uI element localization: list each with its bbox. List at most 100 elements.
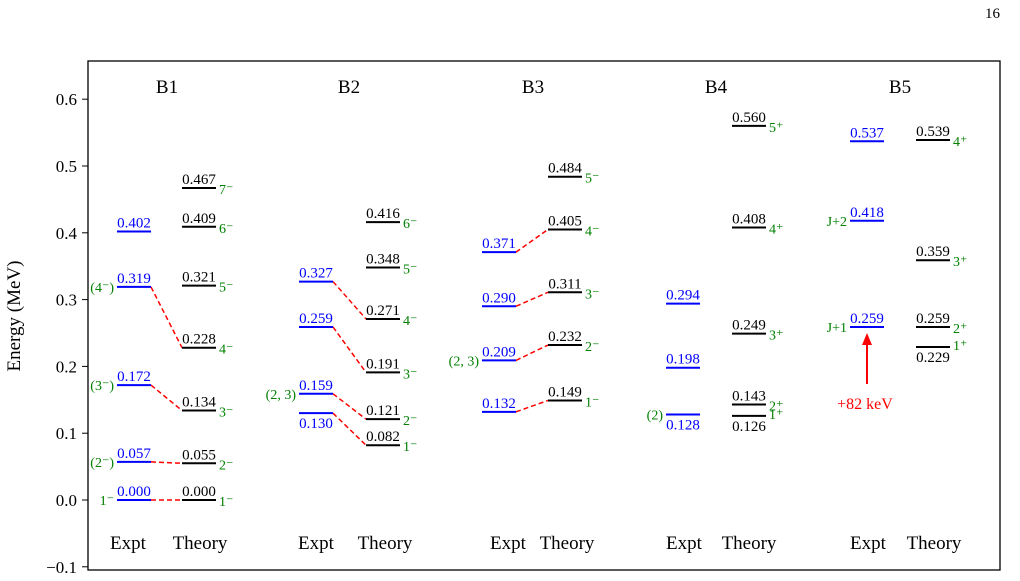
expt-spin-label: (2, 3): [449, 354, 480, 369]
expt-spin-label: J+1: [827, 321, 847, 336]
band-title: B2: [338, 77, 360, 98]
y-tick-label: 0.6: [56, 90, 77, 109]
theory-energy-label: 0.229: [916, 350, 950, 366]
theory-energy-label: 0.228: [182, 332, 216, 348]
theory-energy-label: 0.000: [182, 484, 216, 500]
level-link: [150, 286, 183, 349]
expt-energy-label: 0.000: [117, 484, 151, 500]
expt-energy-label: 0.290: [482, 290, 516, 306]
theory-spin-label: 5⁻: [585, 172, 599, 187]
theory-spin-label: 4⁺: [953, 135, 967, 150]
theory-energy-label: 0.191: [366, 356, 400, 372]
expt-energy-label: 0.130: [299, 416, 333, 432]
band-title: B4: [705, 77, 728, 98]
expt-spin-label: (4⁻): [90, 281, 114, 296]
theory-spin-label: 4⁻: [219, 343, 233, 358]
expt-energy-label: 0.057: [117, 446, 151, 462]
theory-spin-label: 1⁻: [585, 395, 599, 410]
theory-column-label: Theory: [907, 533, 962, 554]
theory-spin-label: 2⁻: [585, 340, 599, 355]
expt-energy-label: 0.259: [299, 311, 333, 327]
theory-spin-label: 1⁻: [219, 495, 233, 510]
level-link: [515, 344, 549, 362]
level-link: [515, 228, 549, 253]
expt-energy-label: 0.159: [299, 378, 333, 394]
theory-energy-label: 0.143: [732, 388, 766, 404]
theory-column-label: Theory: [358, 533, 413, 554]
theory-spin-label: 7⁻: [219, 183, 233, 198]
theory-spin-label: 2⁻: [219, 458, 233, 473]
theory-spin-label: 1⁺: [953, 339, 967, 354]
theory-energy-label: 0.416: [366, 206, 400, 222]
theory-spin-label: 3⁺: [769, 329, 783, 344]
theory-spin-label: 5⁻: [403, 263, 417, 278]
theory-spin-label: 3⁻: [219, 405, 233, 420]
theory-spin-label: 3⁺: [953, 255, 967, 270]
y-tick-label: 0.4: [56, 224, 78, 243]
theory-energy-label: 0.126: [732, 419, 766, 435]
expt-energy-label: 0.259: [850, 311, 884, 327]
theory-column-label: Theory: [540, 533, 595, 554]
theory-column-label: Theory: [722, 533, 777, 554]
y-tick-label: 0.3: [56, 291, 77, 310]
y-tick-label: 0.2: [56, 357, 77, 376]
theory-spin-label: 1⁻: [403, 440, 417, 455]
theory-energy-label: 0.321: [182, 270, 216, 286]
theory-spin-label: 5⁺: [769, 121, 783, 136]
y-tick-label: 0.5: [56, 157, 77, 176]
expt-column-label: Expt: [666, 533, 703, 554]
page-number: 16: [985, 6, 1000, 22]
y-tick-label: −0.1: [46, 558, 77, 577]
y-tick-label: 0.0: [56, 491, 77, 510]
theory-energy-label: 0.259: [916, 311, 950, 327]
theory-spin-label: 3⁻: [403, 367, 417, 382]
band-b2: B2 Expt Theory 0.130 0.159(2, 3) 0.259 0.327 0.…: [266, 77, 418, 554]
theory-spin-label: 6⁻: [219, 222, 233, 237]
level-link: [332, 281, 367, 320]
level-link: [150, 461, 183, 465]
theory-energy-label: 0.408: [732, 211, 766, 227]
theory-column-label: Theory: [173, 533, 228, 554]
expt-spin-label: (2): [647, 408, 664, 423]
expt-spin-label: (2, 3): [266, 388, 297, 403]
expt-spin-label: J+2: [827, 215, 847, 230]
theory-energy-label: 0.121: [366, 403, 400, 419]
theory-spin-label: 5⁻: [219, 281, 233, 296]
band-title: B5: [889, 77, 911, 98]
theory-spin-label: 2⁺: [953, 322, 967, 337]
theory-energy-label: 0.271: [366, 303, 400, 319]
theory-energy-label: 0.409: [182, 211, 216, 227]
level-link: [515, 291, 549, 307]
level-link: [332, 326, 367, 373]
expt-spin-label: (2⁻): [90, 456, 114, 471]
theory-spin-label: 3⁻: [585, 287, 599, 302]
theory-energy-label: 0.149: [548, 384, 582, 400]
expt-energy-label: 0.537: [850, 125, 884, 141]
expt-spin-label: 1⁻: [100, 494, 114, 509]
expt-energy-label: 0.418: [850, 205, 884, 221]
theory-spin-label: 2⁺: [769, 399, 783, 414]
theory-energy-label: 0.232: [548, 329, 582, 345]
level-link: [515, 399, 549, 413]
expt-energy-label: 0.172: [117, 369, 151, 385]
theory-energy-label: 0.539: [916, 124, 950, 140]
band-title: B3: [522, 77, 544, 98]
y-tick-label: 0.1: [56, 424, 77, 443]
theory-energy-label: 0.134: [182, 394, 216, 410]
expt-energy-label: 0.371: [482, 236, 516, 252]
expt-energy-label: 0.402: [117, 215, 151, 231]
band-title: B1: [156, 77, 178, 98]
theory-energy-label: 0.467: [182, 172, 216, 188]
theory-energy-label: 0.348: [366, 252, 400, 268]
plot-frame: [87, 60, 1001, 571]
band-b4: B4 Expt Theory 0.128(2) 0.198 0.294 0.1261⁺0.1…: [647, 77, 784, 554]
theory-energy-label: 0.484: [548, 161, 582, 177]
expt-column-label: Expt: [298, 533, 335, 554]
theory-energy-label: 0.405: [548, 213, 582, 229]
theory-energy-label: 0.055: [182, 447, 216, 463]
expt-column-label: Expt: [490, 533, 527, 554]
expt-column-label: Expt: [850, 533, 887, 554]
